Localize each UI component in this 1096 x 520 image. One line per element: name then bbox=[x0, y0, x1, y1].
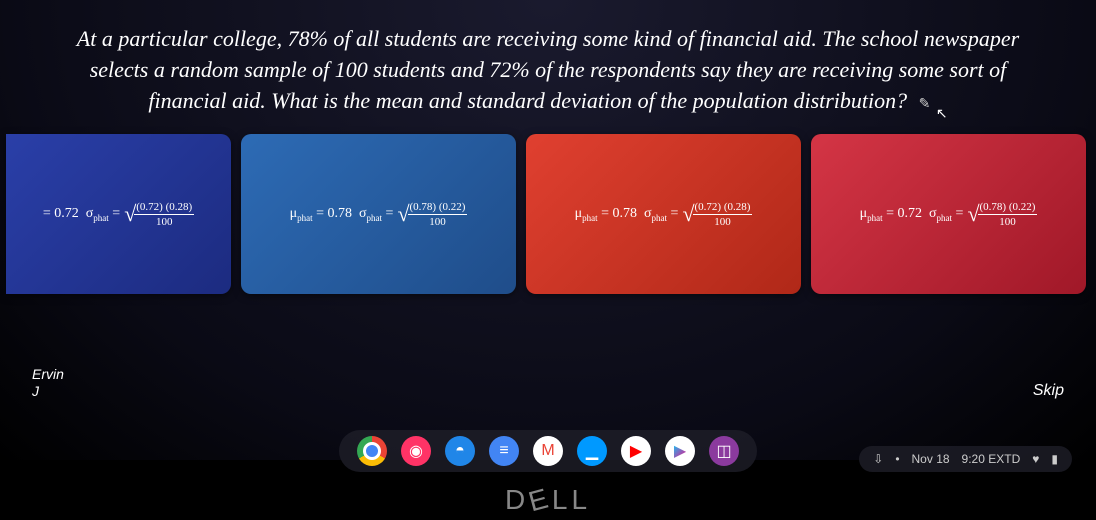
chrome-os-shelf: ◉ ◓ ≡ M ▁ ▶ ▶ ◫ bbox=[339, 430, 757, 472]
messages-icon[interactable]: ◓ bbox=[445, 436, 475, 466]
wifi-icon[interactable]: ♥ bbox=[1032, 452, 1039, 466]
docs-icon[interactable]: ≡ bbox=[489, 436, 519, 466]
answer-option-3[interactable]: μphat = 0.78 σphat = √ (0.72) (0.28)100 bbox=[526, 134, 801, 294]
quiz-screen: At a particular college, 78% of all stud… bbox=[0, 0, 1096, 460]
player-name: Ervin J bbox=[32, 366, 64, 400]
laptop-brand: DELL bbox=[505, 484, 591, 516]
footer-row: Ervin J Skip bbox=[0, 366, 1096, 400]
youtube-icon[interactable]: ▶ bbox=[621, 436, 651, 466]
app-icon[interactable]: ◉ bbox=[401, 436, 431, 466]
question-text: At a particular college, 78% of all stud… bbox=[0, 0, 1096, 116]
option-formula: μphat = 0.78 σphat = √ (0.78) (0.22)100 bbox=[290, 201, 468, 228]
answer-option-4[interactable]: μphat = 0.72 σphat = √ (0.78) (0.22)100 bbox=[811, 134, 1086, 294]
answer-option-2[interactable]: μphat = 0.78 σphat = √ (0.78) (0.22)100 bbox=[241, 134, 516, 294]
gmail-icon[interactable]: M bbox=[533, 436, 563, 466]
play-store-icon[interactable]: ▶ bbox=[665, 436, 695, 466]
tray-date: Nov 18 bbox=[912, 452, 950, 466]
question-content: At a particular college, 78% of all stud… bbox=[77, 26, 1019, 113]
mouse-cursor: ↖ bbox=[936, 105, 948, 125]
folder-icon[interactable]: ▁ bbox=[577, 436, 607, 466]
chrome-icon[interactable] bbox=[357, 436, 387, 466]
system-tray[interactable]: ⇩ • Nov 18 9:20 EXTD ♥ ▮ bbox=[859, 446, 1072, 472]
mic-icon[interactable]: ⇩ bbox=[873, 452, 883, 466]
edit-icon[interactable]: ✎ bbox=[919, 95, 931, 115]
option-formula: μphat = 0.72 σphat = √ (0.78) (0.22)100 bbox=[860, 201, 1038, 228]
option-formula: μphat = 0.78 σphat = √ (0.72) (0.28)100 bbox=[575, 201, 753, 228]
tray-time: 9:20 EXTD bbox=[962, 452, 1021, 466]
battery-icon[interactable]: ▮ bbox=[1051, 452, 1058, 466]
answer-option-1[interactable]: = 0.72 σphat = √ (0.72) (0.28)100 bbox=[6, 134, 231, 294]
app-icon-2[interactable]: ◫ bbox=[709, 436, 739, 466]
skip-button[interactable]: Skip bbox=[1033, 382, 1064, 400]
answer-options: = 0.72 σphat = √ (0.72) (0.28)100 μphat … bbox=[0, 116, 1096, 294]
status-dot: • bbox=[895, 452, 899, 466]
option-formula: = 0.72 σphat = √ (0.72) (0.28)100 bbox=[43, 201, 194, 228]
